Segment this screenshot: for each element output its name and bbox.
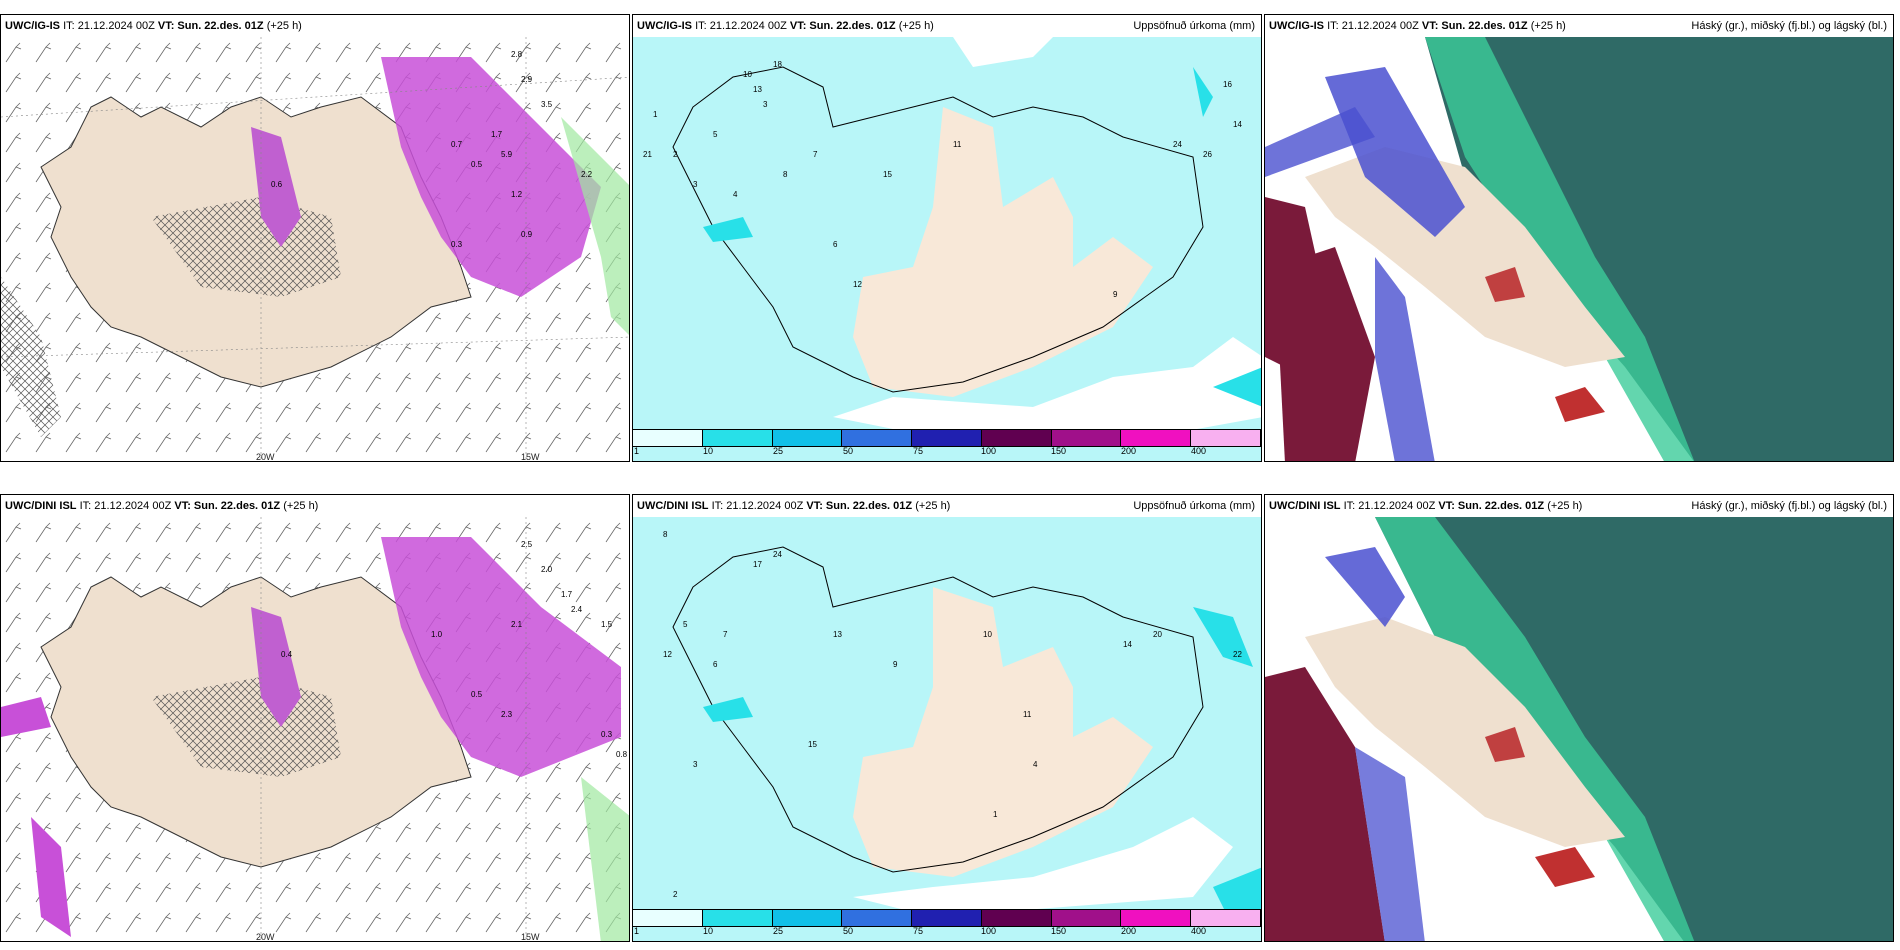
wind-value: 2.1 — [511, 620, 523, 629]
lon-label: 15W — [521, 452, 540, 462]
cloud-map — [1265, 517, 1893, 941]
svg-text:15: 15 — [808, 740, 817, 749]
svg-text:12: 12 — [663, 650, 672, 659]
lon-label: 20W — [256, 932, 275, 942]
wind-value: 2.3 — [501, 710, 513, 719]
svg-text:16: 16 — [1223, 80, 1232, 89]
panel-bottom-right-clouds: UWC/DINI ISL IT: 21.12.2024 00Z VT: Sun.… — [1264, 494, 1894, 942]
panel-top-middle-precip: UWC/IG-IS IT: 21.12.2024 00Z VT: Sun. 22… — [632, 14, 1262, 462]
panel-top-right-clouds: UWC/IG-IS IT: 21.12.2024 00Z VT: Sun. 22… — [1264, 14, 1894, 462]
svg-text:1: 1 — [993, 810, 998, 819]
wind-map: 2.8 2.9 3.5 1.7 0.5 0.7 1.2 2.2 0.6 0.3 … — [1, 37, 629, 461]
panel-header: UWC/DINI ISL IT: 21.12.2024 00Z VT: Sun.… — [5, 500, 319, 512]
wind-value: 0.7 — [451, 140, 463, 149]
panel-header: UWC/DINI ISL IT: 21.12.2024 00Z VT: Sun.… — [633, 495, 1261, 517]
panel-title: Uppsöfnuð úrkoma (mm) — [1133, 20, 1255, 32]
svg-text:6: 6 — [833, 240, 838, 249]
precip-legend: 1 10 25 50 75 100 150 200 400 — [633, 429, 1261, 461]
svg-text:6: 6 — [713, 660, 718, 669]
svg-text:4: 4 — [733, 190, 738, 199]
svg-text:26: 26 — [1203, 150, 1212, 159]
wind-value: 0.3 — [451, 240, 463, 249]
svg-text:13: 13 — [753, 85, 762, 94]
svg-text:14: 14 — [1123, 640, 1132, 649]
precip-map: 8 5 6 3 7 17 24 12 15 13 9 10 11 14 20 2… — [633, 517, 1261, 941]
wind-value: 0.3 — [601, 730, 613, 739]
svg-text:8: 8 — [663, 530, 668, 539]
panel-bottom-middle-precip: UWC/DINI ISL IT: 21.12.2024 00Z VT: Sun.… — [632, 494, 1262, 942]
panel-header: UWC/IG-IS IT: 21.12.2024 00Z VT: Sun. 22… — [633, 15, 1261, 37]
lon-label: 15W — [521, 932, 540, 942]
lon-label: 20W — [256, 452, 275, 462]
svg-text:20: 20 — [1153, 630, 1162, 639]
svg-text:11: 11 — [953, 140, 962, 149]
wind-value: 0.4 — [281, 650, 293, 659]
svg-text:21: 21 — [643, 150, 652, 159]
wind-value: 0.5 — [471, 160, 483, 169]
svg-text:3: 3 — [693, 760, 698, 769]
svg-text:9: 9 — [1113, 290, 1118, 299]
panel-title: Háský (gr.), miðský (fj.bl.) og lágský (… — [1691, 500, 1887, 512]
panel-header: UWC/IG-IS IT: 21.12.2024 00Z VT: Sun. 22… — [5, 20, 302, 32]
legend-color-bar — [633, 429, 1261, 447]
svg-text:5: 5 — [713, 130, 718, 139]
legend-color-bar — [633, 909, 1261, 927]
cloud-map — [1265, 37, 1893, 461]
wind-map: 2.5 2.0 1.7 1.5 2.1 2.4 0.5 2.3 0.3 1.0 … — [1, 517, 629, 941]
wind-value: 2.8 — [511, 50, 523, 59]
precip-map: 1 2 3 5 4 3 8 7 6 10 13 12 15 18 16 14 2… — [633, 37, 1261, 461]
svg-text:15: 15 — [883, 170, 892, 179]
panel-header: UWC/IG-IS IT: 21.12.2024 00Z VT: Sun. 22… — [1265, 15, 1893, 37]
svg-text:3: 3 — [693, 180, 698, 189]
legend-ticks: 1 10 25 50 75 100 150 200 400 — [634, 926, 1207, 936]
wind-value: 0.6 — [271, 180, 283, 189]
svg-text:4: 4 — [1033, 760, 1038, 769]
svg-text:14: 14 — [1233, 120, 1242, 129]
svg-text:18: 18 — [773, 60, 782, 69]
wind-value: 2.4 — [571, 605, 583, 614]
wind-value: 1.7 — [491, 130, 503, 139]
panel-bottom-left-wind: UWC/DINI ISL IT: 21.12.2024 00Z VT: Sun.… — [0, 494, 630, 942]
precip-legend: 1 10 25 50 75 100 150 200 400 — [633, 909, 1261, 941]
wind-value: 5.9 — [501, 150, 513, 159]
wind-value: 1.7 — [561, 590, 573, 599]
wind-value: 1.5 — [601, 620, 613, 629]
wind-value: 3.5 — [541, 100, 553, 109]
svg-text:17: 17 — [753, 560, 762, 569]
legend-ticks: 1 10 25 50 75 100 150 200 400 — [634, 446, 1207, 456]
wind-value: 1.0 — [431, 630, 443, 639]
wind-value: 2.5 — [521, 540, 533, 549]
wind-value: 2.2 — [581, 170, 593, 179]
svg-text:24: 24 — [1173, 140, 1182, 149]
panel-header: UWC/DINI ISL IT: 21.12.2024 00Z VT: Sun.… — [1265, 495, 1893, 517]
wind-value: 2.9 — [521, 75, 533, 84]
svg-text:5: 5 — [683, 620, 688, 629]
wind-value: 1.2 — [511, 190, 523, 199]
wind-value: 2.0 — [541, 565, 553, 574]
svg-text:10: 10 — [743, 70, 752, 79]
svg-text:3: 3 — [763, 100, 768, 109]
wind-value: 0.5 — [471, 690, 483, 699]
svg-text:22: 22 — [1233, 650, 1242, 659]
wind-value: 0.9 — [521, 230, 533, 239]
svg-text:24: 24 — [773, 550, 782, 559]
panel-title: Uppsöfnuð úrkoma (mm) — [1133, 500, 1255, 512]
svg-text:1: 1 — [653, 110, 658, 119]
svg-text:8: 8 — [783, 170, 788, 179]
svg-text:12: 12 — [853, 280, 862, 289]
svg-text:7: 7 — [813, 150, 818, 159]
svg-text:2: 2 — [673, 150, 678, 159]
wind-value: 0.8 — [616, 750, 628, 759]
svg-text:2: 2 — [673, 890, 678, 899]
panel-title: Háský (gr.), miðský (fj.bl.) og lágský (… — [1691, 20, 1887, 32]
svg-text:11: 11 — [1023, 710, 1032, 719]
svg-text:7: 7 — [723, 630, 728, 639]
svg-text:9: 9 — [893, 660, 898, 669]
svg-text:10: 10 — [983, 630, 992, 639]
panel-top-left-wind: UWC/IG-IS IT: 21.12.2024 00Z VT: Sun. 22… — [0, 14, 630, 462]
svg-text:13: 13 — [833, 630, 842, 639]
